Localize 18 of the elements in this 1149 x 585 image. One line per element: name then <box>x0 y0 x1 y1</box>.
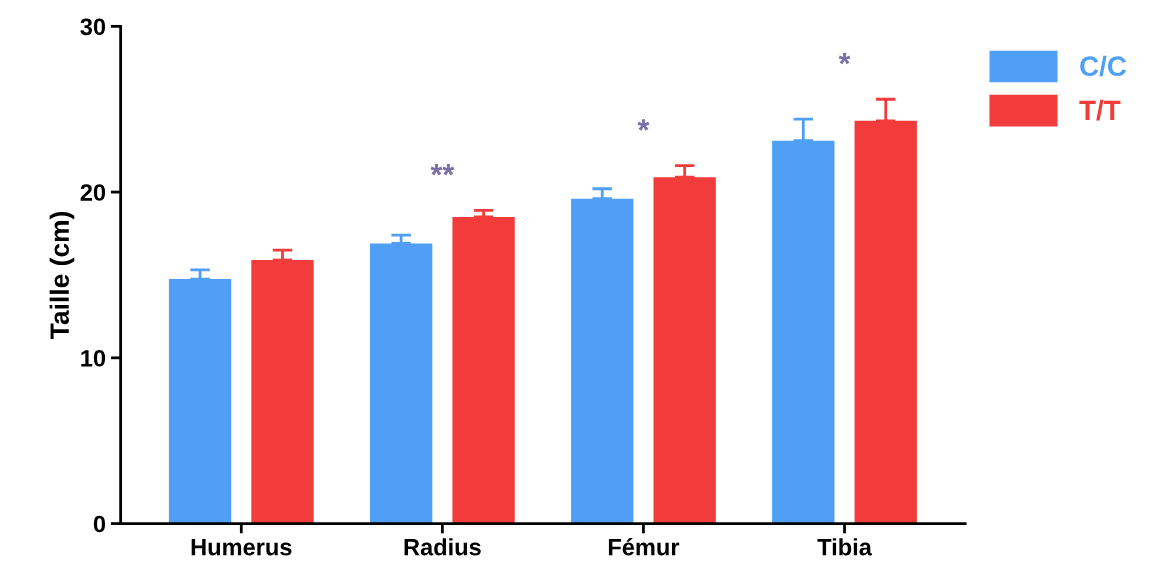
annotation: ** <box>430 164 455 176</box>
legend-label: T/T <box>1079 99 1121 121</box>
y-tick-label: 20 <box>80 184 106 201</box>
annotation: * <box>637 119 650 131</box>
bar <box>452 216 515 524</box>
y-axis-title: Taille (cm) <box>49 211 75 339</box>
bar <box>854 120 917 524</box>
x-tick-label: Radius <box>404 538 481 556</box>
y-tick-label: 10 <box>81 349 106 367</box>
annotation: * <box>838 52 851 65</box>
bar <box>772 140 835 524</box>
y-tick-label: 0 <box>93 515 106 533</box>
y-tick-label: 30 <box>80 18 106 36</box>
x-tick-label: Fémur <box>608 537 680 556</box>
x-tick-label: Humerus <box>191 539 292 556</box>
bar <box>571 198 634 524</box>
legend-label: C/C <box>1080 55 1127 77</box>
x-tick-label: Tibia <box>817 538 873 556</box>
